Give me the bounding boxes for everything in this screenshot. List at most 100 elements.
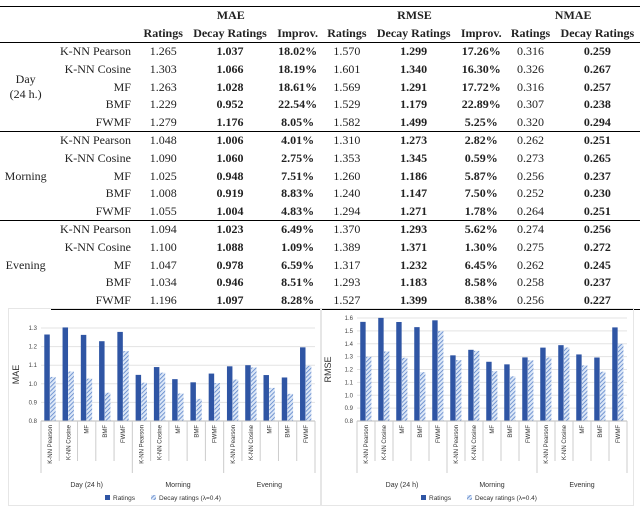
bar-ratings — [612, 327, 618, 421]
bar-ratings — [558, 345, 564, 421]
method-cell: FWMF — [95, 203, 131, 218]
group-label: Evening — [0, 220, 52, 310]
x-tick-label: BMF — [418, 425, 424, 438]
table-row: Day (24 h.) K-NN Pearson 1.265 1.037 18.02% 1… — [0, 42, 640, 133]
y-axis-label: MAE — [11, 365, 21, 385]
value-cell: 22.89% — [461, 97, 501, 112]
value-cell: 6.59% — [281, 257, 315, 272]
bar-decay-ratings — [104, 392, 111, 421]
y-tick-label: 1.1 — [29, 363, 38, 369]
method-cell: FWMF — [95, 114, 131, 129]
value-cell: 0.978 — [216, 257, 244, 272]
value-cell: 1.037 — [187, 42, 273, 61]
legend-swatch-ratings — [105, 495, 110, 500]
bar-decay-ratings — [474, 350, 480, 421]
value-cell: 1.601 — [333, 62, 361, 77]
value-cell: 0.326 — [517, 62, 545, 77]
bar-decay-ratings — [159, 372, 166, 421]
value-cell: 1.582 — [333, 114, 361, 129]
value-cell: 1.293 — [333, 275, 361, 290]
column-header: Decay Ratings — [376, 25, 451, 40]
x-tick-label: K-NN Pearson — [48, 425, 54, 464]
value-cell: 0.262 — [506, 131, 555, 150]
bar-decay-ratings — [214, 383, 221, 421]
x-tick-label: FWMF — [616, 425, 622, 443]
bar-ratings — [245, 365, 251, 421]
metric-header: MAE — [216, 8, 245, 23]
method-cell: K-NN Pearson — [51, 220, 139, 239]
value-cell: 0.227 — [554, 291, 640, 311]
value-cell: 0.265 — [583, 151, 611, 166]
value-cell: 1.034 — [149, 275, 177, 290]
bar-ratings — [522, 357, 528, 421]
value-cell: 1.273 — [371, 131, 457, 150]
method-cell: K-NN Cosine — [64, 62, 131, 77]
value-cell: 8.58% — [464, 275, 498, 290]
value-cell: 0.273 — [517, 151, 545, 166]
value-cell: 1.265 — [138, 42, 188, 61]
bar-ratings — [414, 327, 420, 421]
value-cell: 7.51% — [281, 168, 315, 183]
value-cell: 0.294 — [583, 114, 611, 129]
value-cell: 1.499 — [400, 114, 428, 129]
method-cell: BMF — [105, 97, 131, 112]
value-cell: 17.26% — [456, 42, 507, 61]
table-row: K-NN Cosine 1.303 1.066 18.19% 1.601 1.340 16.… — [0, 61, 640, 79]
method-cell: K-NN Cosine — [64, 240, 131, 255]
bar-ratings — [135, 374, 142, 421]
bar-decay-ratings — [600, 371, 606, 421]
y-tick-label: 1.6 — [345, 316, 354, 322]
x-tick-label: K-NN Cosine — [249, 424, 255, 460]
legend-label: Ratings — [429, 495, 452, 502]
value-cell: 0.948 — [216, 168, 244, 183]
value-cell: 0.919 — [216, 186, 244, 201]
bar-decay-ratings — [438, 331, 444, 421]
value-cell: 0.230 — [583, 186, 611, 201]
value-cell: 1.090 — [149, 151, 177, 166]
value-cell: 1.186 — [400, 168, 428, 183]
value-cell: 5.62% — [456, 220, 507, 239]
value-cell: 1.008 — [149, 186, 177, 201]
bar-decay-ratings — [420, 372, 426, 421]
x-tick-label: K-NN Pearson — [364, 425, 370, 464]
bar-decay-ratings — [287, 393, 294, 421]
bar-decay-ratings — [123, 351, 129, 421]
bar-decay-ratings — [492, 371, 498, 421]
value-cell: 2.82% — [456, 131, 507, 150]
value-cell: 0.316 — [506, 42, 555, 61]
x-tick-label: K-NN Cosine — [66, 424, 72, 460]
column-header: Improv. — [277, 25, 319, 40]
bar-ratings — [208, 373, 215, 421]
group-label: Day (24 h) — [386, 482, 419, 489]
bar-decay-ratings — [582, 365, 588, 421]
value-cell: 1.340 — [400, 62, 428, 77]
value-cell: 0.275 — [517, 240, 545, 255]
x-tick-label: K-NN Pearson — [544, 425, 550, 464]
bar-ratings — [396, 321, 402, 421]
y-tick-label: 1.1 — [345, 380, 354, 386]
bar-decay-ratings — [141, 382, 147, 421]
bar-decay-ratings — [510, 376, 516, 421]
value-cell: 1.345 — [400, 151, 428, 166]
table-row: FWMF 1.279 1.176 8.05% 1.582 1.499 5.25% 0.320 0… — [0, 114, 640, 132]
bar-ratings — [44, 334, 50, 421]
legend-swatch-decay — [467, 495, 472, 500]
bar-decay-ratings — [456, 360, 462, 421]
bar-decay-ratings — [305, 365, 312, 421]
bar-ratings — [486, 361, 492, 421]
y-tick-label: 0.8 — [345, 419, 354, 425]
value-cell: 1.097 — [187, 291, 273, 311]
x-tick-label: K-NN Pearson — [231, 425, 237, 464]
value-cell: 0.274 — [506, 220, 555, 239]
value-cell: 1.176 — [216, 114, 244, 129]
y-tick-label: 1.0 — [29, 382, 38, 388]
x-tick-label: BMF — [103, 425, 109, 438]
bar-ratings — [378, 317, 384, 421]
x-tick-label: BMF — [508, 425, 514, 438]
value-cell: 1.229 — [149, 97, 177, 112]
column-header: Ratings — [327, 25, 367, 40]
y-tick-label: 1.3 — [29, 326, 38, 332]
y-tick-label: 1.3 — [345, 355, 354, 361]
legend-swatch-ratings — [421, 495, 426, 500]
value-cell: 1.023 — [187, 220, 273, 239]
